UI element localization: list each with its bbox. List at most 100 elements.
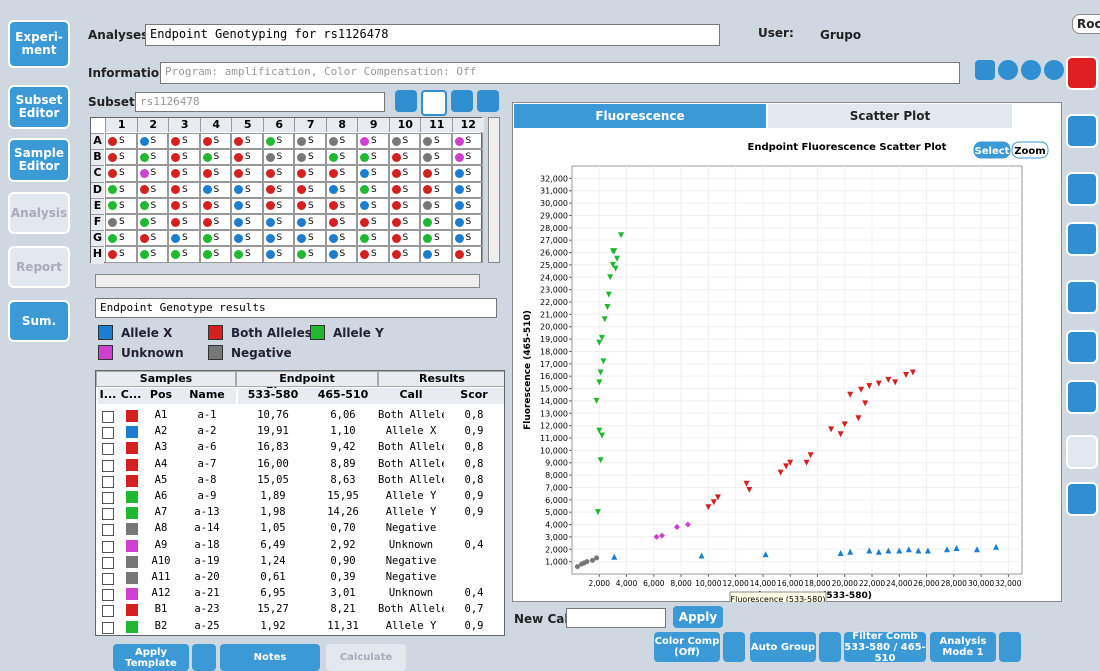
tab[interactable]: Fluorescence (514, 104, 766, 128)
icon-button[interactable] (1044, 60, 1064, 80)
scrollbar[interactable] (488, 117, 500, 263)
plate-well[interactable]: S (326, 133, 358, 149)
plate-well[interactable]: S (263, 133, 295, 149)
sidebar-button[interactable]: Analysis (8, 192, 70, 234)
plate-well[interactable]: S (231, 246, 263, 262)
subset-field[interactable]: rs1126478 (135, 92, 385, 112)
plate-well[interactable]: S (357, 230, 389, 246)
plate-well[interactable]: S (389, 133, 421, 149)
plate-well[interactable]: S (420, 133, 452, 149)
tool-icon[interactable] (1066, 172, 1098, 206)
checkbox[interactable] (102, 524, 114, 536)
analyses-field[interactable]: Endpoint Genotyping for rs1126478 (145, 24, 720, 46)
tool-icon[interactable] (1066, 330, 1098, 364)
plate-well[interactable]: S (200, 149, 232, 165)
plate-well[interactable]: S (326, 165, 358, 181)
plate-well[interactable]: S (326, 230, 358, 246)
icon-button[interactable] (395, 90, 417, 112)
plate-well[interactable]: S (231, 165, 263, 181)
plate-well[interactable]: S (357, 246, 389, 262)
checkbox[interactable] (102, 541, 114, 553)
plate-well[interactable]: S (357, 198, 389, 214)
checkbox[interactable] (102, 492, 114, 504)
tool-icon[interactable] (1066, 222, 1098, 256)
sidebar-button[interactable]: Report (8, 246, 70, 288)
plate-well[interactable]: S (105, 198, 137, 214)
plate-well[interactable]: S (263, 149, 295, 165)
sidebar-button[interactable]: Sum. (8, 300, 70, 342)
plate-well[interactable]: S (389, 214, 421, 230)
plate-well[interactable]: S (326, 182, 358, 198)
plate-well[interactable]: S (168, 214, 200, 230)
control-button[interactable]: Color Comp (Off) (654, 632, 720, 662)
print-icon[interactable] (1066, 435, 1098, 469)
plate-well[interactable]: S (389, 198, 421, 214)
plate-well[interactable]: S (105, 165, 137, 181)
scrollbar[interactable] (95, 274, 480, 288)
icon-button[interactable] (421, 90, 447, 116)
plate-well[interactable]: S (200, 214, 232, 230)
tool-icon[interactable] (1066, 114, 1098, 148)
plate-well[interactable]: S (231, 214, 263, 230)
plate-well[interactable]: S (263, 182, 295, 198)
plate-well[interactable]: S (200, 198, 232, 214)
plate-well[interactable]: S (294, 149, 326, 165)
new-call-dropdown[interactable] (566, 608, 666, 628)
plate-well[interactable]: S (357, 149, 389, 165)
plate-well[interactable]: S (137, 230, 169, 246)
plate-well[interactable]: S (168, 246, 200, 262)
icon-button[interactable] (975, 60, 995, 80)
plate-well[interactable]: S (200, 182, 232, 198)
plate-well[interactable]: S (263, 214, 295, 230)
sidebar-button[interactable]: Experi- ment (8, 20, 70, 68)
checkbox[interactable] (102, 573, 114, 585)
plate-well[interactable]: S (137, 133, 169, 149)
plate-well[interactable]: S (389, 182, 421, 198)
corner-tab[interactable]: Roc (1072, 14, 1100, 34)
plate-well[interactable]: S (105, 230, 137, 246)
plate-well[interactable]: S (168, 230, 200, 246)
plate-well[interactable]: S (389, 246, 421, 262)
plate-well[interactable]: S (420, 246, 452, 262)
plate-well[interactable]: S (452, 198, 484, 214)
checkbox[interactable] (102, 622, 114, 634)
plate-well[interactable]: S (326, 246, 358, 262)
checkbox[interactable] (102, 476, 114, 488)
checkbox[interactable] (102, 411, 114, 423)
plate-well[interactable]: S (137, 214, 169, 230)
sidebar-button[interactable]: Subset Editor (8, 85, 70, 129)
exit-icon[interactable] (1066, 56, 1098, 90)
plate-well[interactable]: S (420, 198, 452, 214)
results-dropdown[interactable]: Endpoint Genotype results (95, 298, 497, 318)
dropdown-arrow[interactable] (192, 644, 216, 671)
plate-well[interactable]: S (294, 214, 326, 230)
checkbox[interactable] (102, 508, 114, 520)
plate-well[interactable]: S (294, 165, 326, 181)
plate-well[interactable]: S (294, 182, 326, 198)
icon-button[interactable] (998, 60, 1018, 80)
checkbox[interactable] (102, 427, 114, 439)
plate-well[interactable]: S (294, 133, 326, 149)
save-icon[interactable] (1066, 280, 1098, 314)
plate-well[interactable]: S (231, 133, 263, 149)
dropdown-arrow[interactable] (723, 632, 745, 662)
plate-well[interactable]: S (137, 165, 169, 181)
plate-well[interactable]: S (231, 230, 263, 246)
icon-button[interactable] (477, 90, 499, 112)
control-button[interactable]: Auto Group (750, 632, 816, 662)
plate-well[interactable]: S (452, 230, 484, 246)
plate-well[interactable]: S (357, 165, 389, 181)
plate-well[interactable]: S (357, 182, 389, 198)
plate-well[interactable]: S (168, 165, 200, 181)
checkbox[interactable] (102, 443, 114, 455)
apply-button[interactable]: Apply (673, 606, 723, 628)
plate-well[interactable]: S (263, 230, 295, 246)
dropdown-arrow[interactable] (819, 632, 841, 662)
plate-well[interactable]: S (137, 198, 169, 214)
checkbox[interactable] (102, 589, 114, 601)
icon-button[interactable] (451, 90, 473, 112)
plate-well[interactable]: S (389, 149, 421, 165)
plate-well[interactable]: S (137, 182, 169, 198)
plate-well[interactable]: S (231, 182, 263, 198)
plate-well[interactable]: S (452, 246, 484, 262)
